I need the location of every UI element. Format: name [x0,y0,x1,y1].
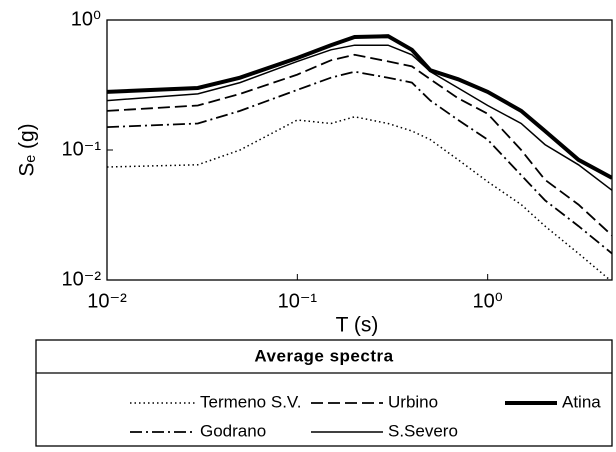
series-line [107,116,612,280]
series-line [107,34,612,180]
y-tick-label: 10⁻¹ [62,138,102,160]
y-tick-label: 10⁰ [71,8,101,30]
plot-frame [106,19,613,281]
legend-label: Urbino [388,392,438,411]
series-line [107,53,612,237]
legend-label: Termeno S.V. [200,392,301,411]
x-tick-label: 10⁻² [87,290,127,312]
series-line [107,44,612,191]
y-tick-label: 10⁻² [62,268,102,290]
legend-title: Average spectra [254,346,393,365]
x-tick-label: 10⁻¹ [278,290,318,312]
legend-label: Atina [562,392,601,411]
legend-box [35,339,613,447]
y-axis-label: Sₑ (g) [16,123,39,176]
legend-label: Godrano [200,421,266,440]
legend-label: S.Severo [388,421,458,440]
x-axis-label: T (s) [336,314,379,337]
x-tick-label: 10⁰ [473,290,503,312]
series-line [107,70,612,255]
